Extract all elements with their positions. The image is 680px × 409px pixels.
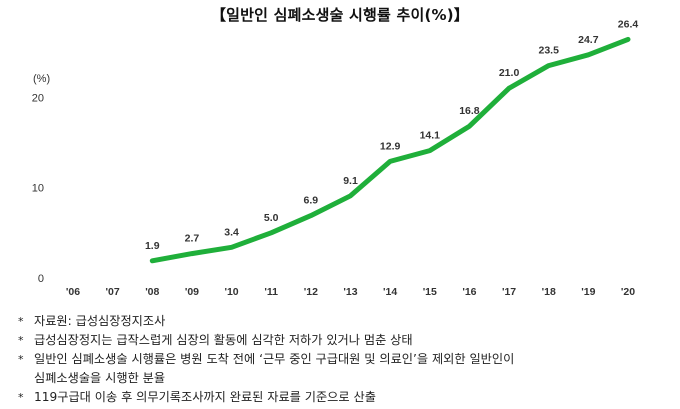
footnote-bullet: * bbox=[18, 334, 24, 347]
series-line bbox=[149, 36, 631, 264]
x-tick-label: '08 bbox=[145, 286, 159, 298]
footnote-item: * 자료원: 급성심장정지조사 bbox=[18, 312, 668, 331]
data-label: 26.4 bbox=[618, 18, 639, 30]
data-label: 21.0 bbox=[499, 67, 520, 79]
x-tick-label: '17 bbox=[502, 286, 516, 298]
data-label: 24.7 bbox=[578, 34, 599, 46]
y-tick-label: 10 bbox=[32, 183, 44, 195]
data-label: 1.9 bbox=[145, 240, 160, 252]
data-label: 5.0 bbox=[264, 212, 279, 224]
data-label: 2.7 bbox=[185, 233, 200, 245]
footnote-text: 119구급대 이송 후 의무기록조사까지 완료된 자료를 기준으로 산출 bbox=[34, 390, 376, 404]
footnote-item: * 일반인 심폐소생술 시행률은 병원 도착 전에 ‘근무 중인 구급대원 및 의… bbox=[18, 350, 668, 369]
x-tick-label: '10 bbox=[224, 286, 238, 298]
x-tick-label: '16 bbox=[462, 286, 476, 298]
x-tick-label: '06 bbox=[66, 286, 80, 298]
x-tick-label: '07 bbox=[106, 286, 120, 298]
line-chart: (%) 0 10 20 '06 '07 '08 '09 '10 '11 '12 '13 '14 '15… bbox=[32, 18, 639, 298]
data-label: 14.1 bbox=[420, 130, 441, 142]
y-axis-unit-label: (%) bbox=[33, 73, 50, 85]
y-tick-label: 20 bbox=[32, 92, 44, 104]
footnotes: * 자료원: 급성심장정지조사 * 급성심장정지는 급작스럽게 심장의 활동에 심각한… bbox=[18, 312, 668, 407]
footnote-text: 급성심장정지는 급작스럽게 심장의 활동에 심각한 저하가 있거나 멈춘 상태 bbox=[34, 333, 413, 347]
x-tick-label: '14 bbox=[383, 286, 397, 298]
x-axis-ticks: '06 '07 '08 '09 '10 '11 '12 '13 '14 '15 '16 '17 '18 '… bbox=[66, 286, 635, 298]
footnote-text: 심폐소생술을 시행한 분율 bbox=[34, 371, 166, 385]
y-axis-ticks: 0 10 20 bbox=[32, 92, 44, 285]
x-tick-label: '12 bbox=[304, 286, 318, 298]
data-labels: 1.9 2.7 3.4 5.0 6.9 9.1 12.9 14.1 16.8 21.0 23.5 24… bbox=[145, 18, 638, 251]
footnote-bullet: * bbox=[18, 315, 24, 328]
x-tick-label: '19 bbox=[581, 286, 595, 298]
footnote-text: 자료원: 급성심장정지조사 bbox=[34, 314, 166, 328]
x-tick-label: '20 bbox=[621, 286, 635, 298]
data-label: 23.5 bbox=[538, 45, 559, 57]
footnote-bullet: * bbox=[18, 391, 24, 404]
x-tick-label: '15 bbox=[423, 286, 437, 298]
footnote-item: * 119구급대 이송 후 의무기록조사까지 완료된 자료를 기준으로 산출 bbox=[18, 388, 668, 407]
y-tick-label: 0 bbox=[38, 273, 44, 285]
x-tick-label: '18 bbox=[542, 286, 556, 298]
x-tick-label: '09 bbox=[185, 286, 199, 298]
chart-title: 【일반인 심폐소생술 시행률 추이(%)】 bbox=[210, 6, 469, 24]
data-label: 16.8 bbox=[459, 105, 480, 117]
footnote-text: 일반인 심폐소생술 시행률은 병원 도착 전에 ‘근무 중인 구급대원 및 의료… bbox=[34, 352, 515, 366]
footnote-item: 심폐소생술을 시행한 분율 bbox=[18, 369, 668, 388]
data-label: 6.9 bbox=[304, 195, 319, 207]
data-label: 12.9 bbox=[380, 140, 401, 152]
x-tick-label: '13 bbox=[343, 286, 357, 298]
x-tick-label: '11 bbox=[264, 286, 278, 298]
footnote-item: * 급성심장정지는 급작스럽게 심장의 활동에 심각한 저하가 있거나 멈춘 상태 bbox=[18, 331, 668, 350]
footnote-bullet: * bbox=[18, 353, 24, 366]
data-label: 9.1 bbox=[343, 175, 358, 187]
data-label: 3.4 bbox=[224, 226, 239, 238]
